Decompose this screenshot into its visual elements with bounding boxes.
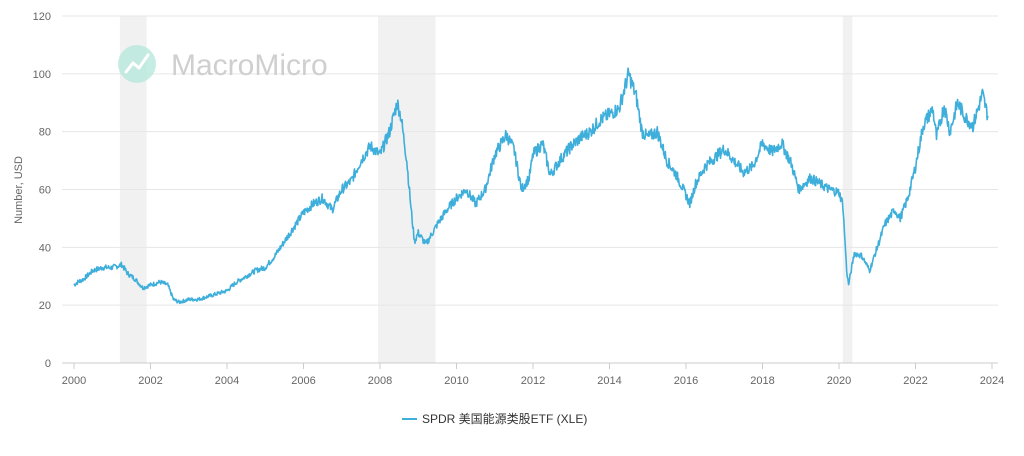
y-tick-label: 80 — [39, 127, 51, 139]
y-axis-title: Number, USD — [13, 156, 25, 224]
x-tick-labels: 2000 2002 2004 2006 2008 2010 2012 2014 2016 2018… — [62, 363, 1004, 387]
y-tick-labels: 0 20 40 60 80 100 120 — [33, 11, 51, 370]
x-tick-label: 2014 — [597, 375, 621, 387]
series-layer — [73, 67, 989, 305]
x-tick-label: 2024 — [980, 375, 1004, 387]
x-tick-label: 2002 — [138, 375, 162, 387]
x-tick-label: 2022 — [903, 375, 927, 387]
x-tick-label: 2006 — [291, 375, 315, 387]
y-tick-label: 100 — [33, 69, 51, 81]
y-tick-label: 20 — [39, 300, 51, 312]
legend[interactable]: SPDR 美国能源类股ETF (XLE) — [402, 412, 587, 426]
y-tick-label: 0 — [45, 358, 51, 370]
x-tick-label: 2008 — [368, 375, 392, 387]
y-tick-label: 40 — [39, 242, 51, 254]
watermark-logo-stroke — [124, 53, 150, 74]
x-tick-label: 2000 — [62, 375, 86, 387]
legend-label[interactable]: SPDR 美国能源类股ETF (XLE) — [422, 412, 587, 426]
x-tick-label: 2020 — [827, 375, 851, 387]
watermark-text: MacroMicro — [171, 49, 328, 82]
watermark: MacroMicro — [118, 45, 328, 83]
series-line[interactable] — [73, 67, 989, 305]
x-tick-label: 2016 — [674, 375, 698, 387]
x-tick-label: 2018 — [750, 375, 774, 387]
watermark-logo-icon — [118, 45, 156, 83]
x-tick-label: 2012 — [521, 375, 545, 387]
x-tick-label: 2010 — [444, 375, 468, 387]
x-tick-label: 2004 — [215, 375, 239, 387]
y-tick-label: 120 — [33, 11, 51, 23]
grid-lines — [62, 15, 998, 364]
y-tick-label: 60 — [39, 185, 51, 197]
